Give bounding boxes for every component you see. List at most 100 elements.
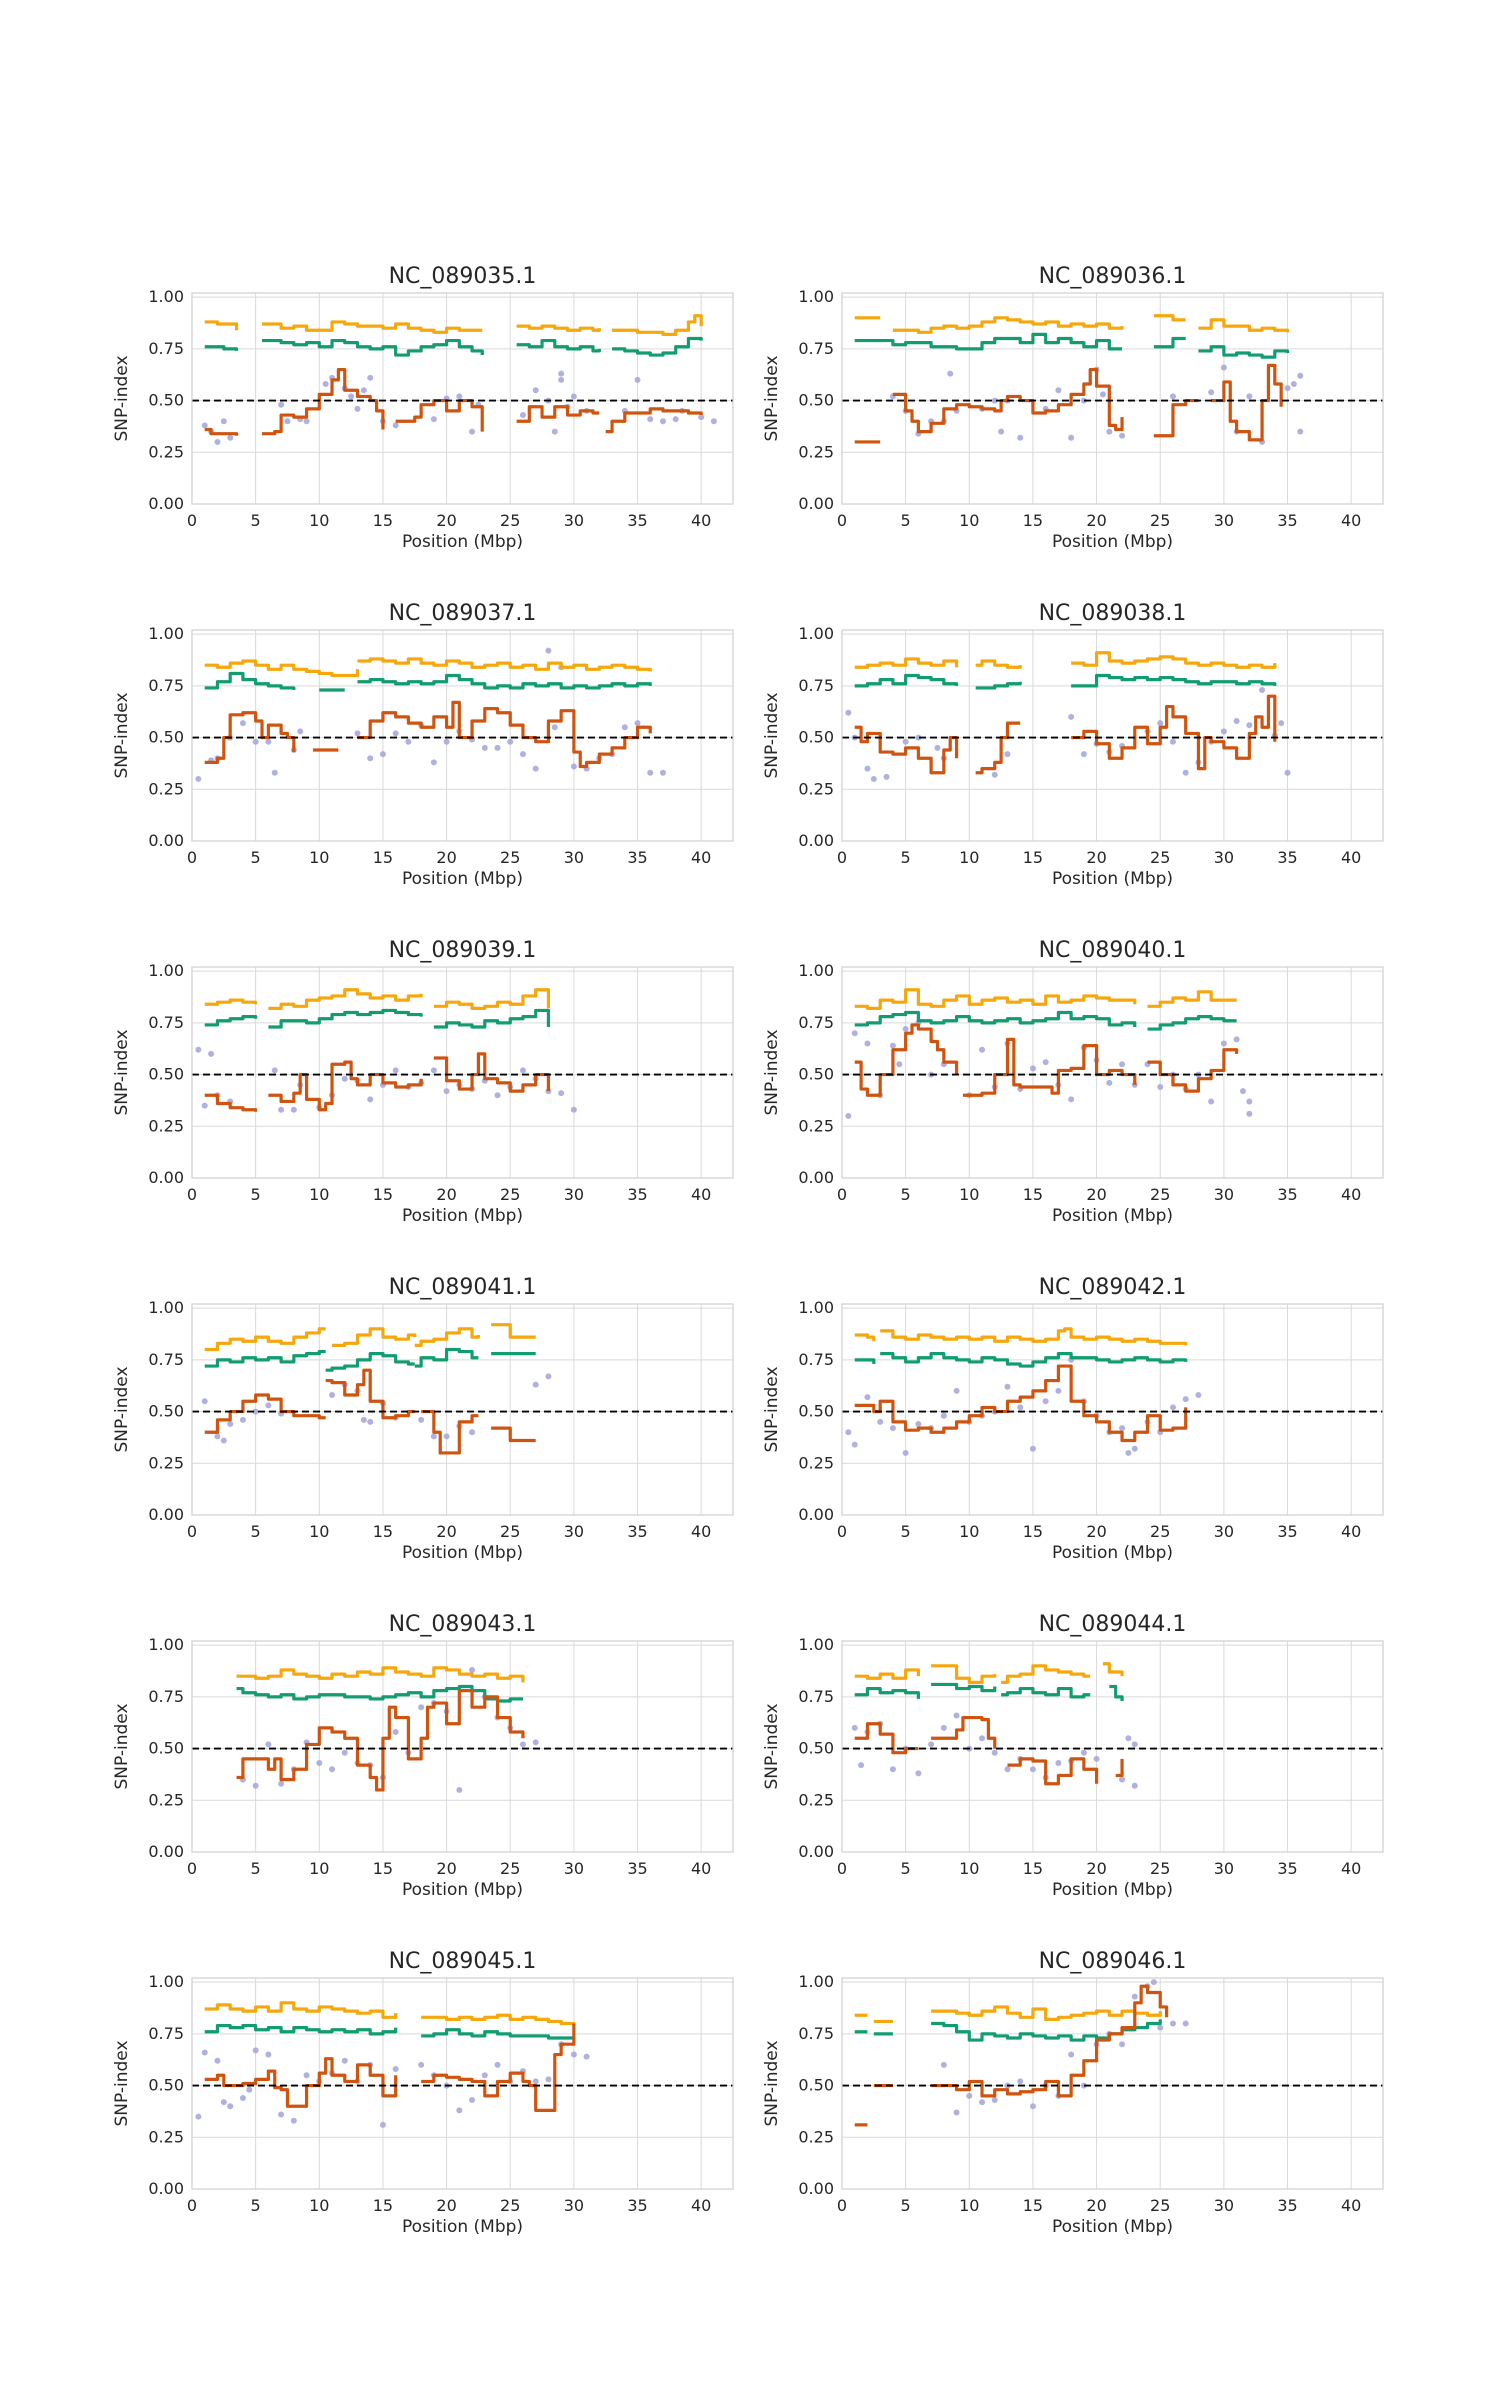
scatter-point (889, 1042, 896, 1049)
x-tick-label: 20 (1086, 1522, 1106, 1541)
series-line (854, 1722, 919, 1755)
y-tick-label: 0.50 (148, 1065, 184, 1084)
scatter-point (1099, 391, 1106, 398)
plot-area (192, 1304, 733, 1515)
x-tick-label: 0 (187, 511, 197, 530)
plot-title: NC_089036.1 (1039, 264, 1187, 289)
x-tick-label: 40 (1341, 2196, 1361, 2215)
y-tick-label: 0.50 (148, 1402, 184, 1421)
scatter-point (1068, 2051, 1075, 2058)
series-line (414, 1327, 481, 1347)
scatter-point (430, 759, 437, 766)
y-tick-label: 0.75 (798, 2024, 834, 2043)
series-line (433, 1008, 551, 1029)
x-tick-label: 40 (1341, 848, 1361, 867)
series-line (268, 1060, 423, 1112)
scatter-point (220, 2099, 227, 2106)
x-tick-label: 40 (1341, 1185, 1361, 1204)
x-axis-label: Position (Mbp) (1052, 1880, 1173, 1900)
y-tick-label: 0.25 (148, 1453, 184, 1472)
scatter-point (430, 1067, 437, 1074)
scatter-point (1004, 751, 1011, 758)
x-tick-label: 15 (1023, 848, 1043, 867)
scatter-point (647, 769, 654, 776)
x-tick-label: 20 (436, 511, 456, 530)
scatter-point (570, 393, 577, 400)
scatter-point (208, 1050, 215, 1057)
plot-title: NC_089043.1 (389, 1612, 537, 1637)
scatter-point (998, 428, 1005, 435)
x-tick-label: 15 (373, 511, 393, 530)
scatter-point (201, 422, 208, 429)
y-tick-label: 0.50 (148, 391, 184, 410)
subplot-0: NC_089035.1 0 5 10 15 20 25 30 35 40 0.00 0.25 0.50 0… (112, 264, 734, 552)
x-tick-label: 35 (1277, 1522, 1297, 1541)
series-line (854, 1668, 920, 1680)
x-axis-label: Position (Mbp) (1052, 869, 1173, 889)
series-line (1147, 990, 1237, 1008)
scatter-point (265, 1402, 272, 1409)
scatter-point (1119, 1776, 1126, 1783)
series-line (204, 711, 296, 764)
plot-frame (841, 1640, 1384, 1853)
scatter-point (1220, 1040, 1227, 1047)
scatter-point (252, 2047, 259, 2054)
x-axis-label: Position (Mbp) (1052, 2217, 1173, 2237)
scatter-point (494, 2061, 501, 2068)
series-line (1071, 694, 1277, 771)
y-tick-label: 0.50 (148, 2076, 184, 2095)
scatter-point (195, 2113, 202, 2120)
scatter-point (341, 1749, 348, 1756)
scatter-point (979, 2099, 986, 2106)
plot-title: NC_089042.1 (1039, 1275, 1187, 1300)
series-line (1153, 314, 1186, 322)
series-line (414, 1347, 479, 1368)
plot-area (192, 1978, 733, 2189)
series-line (204, 1093, 258, 1112)
y-axis-label: SNP-index (762, 692, 782, 778)
x-tick-label: 20 (436, 1522, 456, 1541)
series-line (931, 1715, 997, 1749)
scatter-point (896, 1061, 903, 1068)
scatter-point (227, 1420, 234, 1427)
scatter-point (1131, 1993, 1138, 2000)
series-line (204, 2023, 398, 2036)
scatter-point (532, 765, 539, 772)
scatter-point (469, 2097, 476, 2104)
x-tick-label: 40 (691, 2196, 711, 2215)
plot-frame (191, 1640, 734, 1853)
scatter-point (845, 1112, 852, 1119)
scatter-point (1068, 1096, 1075, 1103)
scatter-point (1042, 1059, 1049, 1066)
x-tick-label: 15 (373, 848, 393, 867)
scatter-point (1042, 1398, 1049, 1405)
y-axis-label: SNP-index (112, 692, 132, 778)
plot-frame (841, 629, 1384, 842)
subplot-9: NC_089044.1 0 5 10 15 20 25 30 35 40 0.00 0.25 0.50 0… (762, 1612, 1384, 1900)
series-line (854, 1333, 876, 1342)
scatter-point (1182, 1396, 1189, 1403)
scatter-point (532, 387, 539, 394)
scatter-point (360, 387, 367, 394)
series-line (931, 2005, 1162, 2021)
scatter-point (1093, 1755, 1100, 1762)
scatter-point (889, 1766, 896, 1773)
x-tick-label: 5 (251, 1185, 261, 1204)
y-tick-label: 0.00 (148, 1842, 184, 1861)
y-tick-label: 0.00 (148, 2179, 184, 2198)
series-line (262, 338, 484, 357)
x-axis-label: Position (Mbp) (402, 869, 523, 889)
scatter-point (430, 1433, 437, 1440)
scatter-point (367, 1418, 374, 1425)
scatter-point (1157, 720, 1164, 727)
scatter-point (227, 434, 234, 441)
scatter-point (214, 2057, 221, 2064)
series-line (975, 659, 1022, 669)
plot-marks (851, 1662, 1138, 1789)
y-axis-label: SNP-index (762, 1029, 782, 1115)
scatter-point (405, 738, 412, 745)
y-tick-label: 0.00 (798, 494, 834, 513)
series-line (892, 367, 1124, 434)
scatter-point (851, 1030, 858, 1037)
scatter-point (634, 376, 641, 383)
